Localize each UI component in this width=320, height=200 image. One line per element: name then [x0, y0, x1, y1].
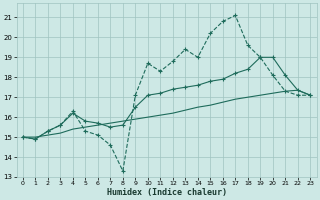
X-axis label: Humidex (Indice chaleur): Humidex (Indice chaleur)	[107, 188, 227, 197]
